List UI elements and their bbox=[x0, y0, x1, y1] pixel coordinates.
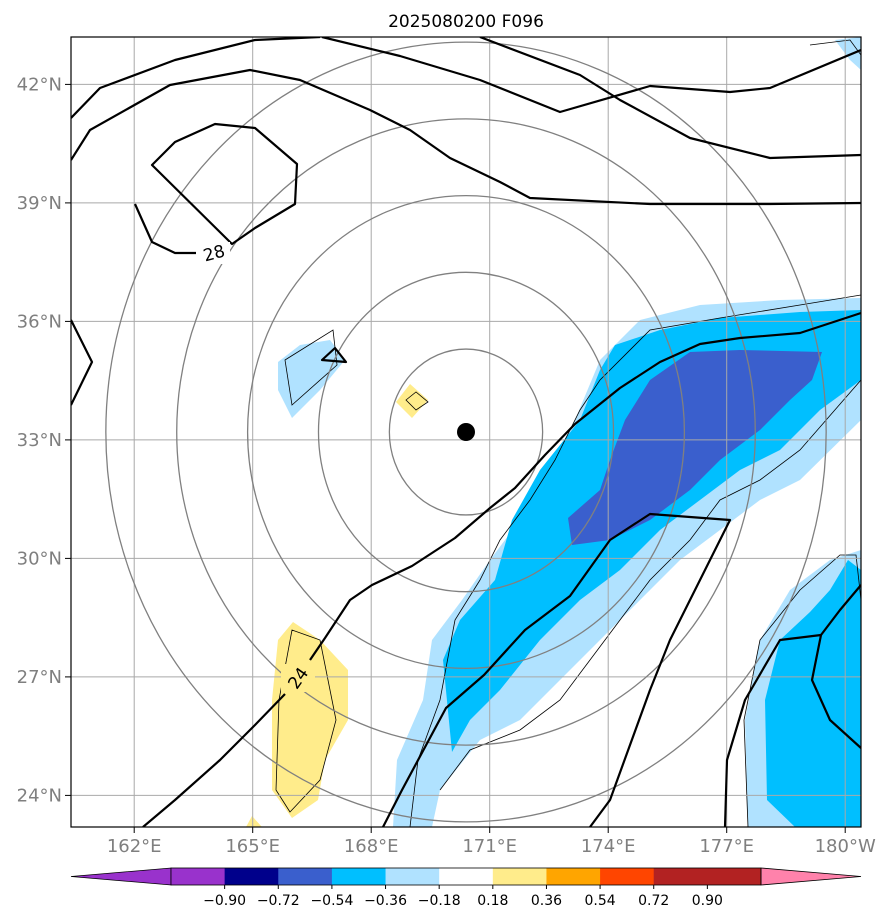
contour-east-3 bbox=[820, 584, 861, 636]
contour-east-1 bbox=[382, 512, 732, 827]
range-ring-2 bbox=[246, 194, 686, 670]
thin-outline-ne bbox=[809, 39, 861, 56]
y-tick-label-6: 42°N bbox=[17, 74, 62, 95]
x-tick-label-2: 168°E bbox=[344, 836, 399, 857]
thin-outline-yellow bbox=[275, 629, 337, 813]
contour-west-edge bbox=[71, 319, 94, 406]
x-axis-ticks: 162°E 165°E 168°E 171°E 174°E 177°E 180°W bbox=[107, 827, 876, 857]
y-tick-label-1: 27°N bbox=[17, 667, 62, 688]
chart-title: 2025080200 F096 bbox=[388, 12, 544, 32]
contour-north-3 bbox=[71, 68, 861, 206]
height-contours bbox=[71, 37, 861, 827]
contour-28-loop bbox=[133, 122, 299, 255]
colorbar-tick-label-3: −0.36 bbox=[364, 893, 407, 909]
colorbar-segment-0 bbox=[171, 868, 226, 885]
colorbar-segment-8 bbox=[600, 868, 655, 885]
colorbar-segment-3 bbox=[331, 868, 387, 885]
colorbar-tick-label-1: −0.72 bbox=[257, 893, 300, 909]
range-ring-4 bbox=[105, 41, 827, 823]
map-frame bbox=[70, 36, 862, 828]
thin-outline-patch bbox=[284, 329, 338, 406]
map-area: 28 24 bbox=[71, 37, 861, 827]
y-tick-label-3: 33°N bbox=[17, 430, 62, 451]
y-tick-label-4: 36°N bbox=[17, 311, 62, 332]
colorbar-frame bbox=[170, 867, 762, 886]
x-tick-label-0: 162°E bbox=[107, 836, 162, 857]
colorbar-segment-10 bbox=[707, 868, 762, 885]
colorbar-segment-7 bbox=[546, 868, 601, 885]
range-ring-3 bbox=[176, 118, 756, 746]
contour-east-2 bbox=[723, 633, 861, 827]
contour-label-24-bg bbox=[281, 664, 315, 692]
x-tick-label-3: 171°E bbox=[462, 836, 517, 857]
contour-north-2 bbox=[321, 37, 861, 114]
colorbar-segment-6 bbox=[492, 868, 547, 885]
contour-north-4 bbox=[479, 37, 861, 160]
se-medium-blue-region bbox=[765, 560, 861, 827]
colorbar-tick-label-7: 0.54 bbox=[585, 893, 616, 909]
x-tick-label-6: 180°W bbox=[815, 836, 876, 857]
y-axis-ticks: 24°N 27°N 30°N 33°N 36°N 39°N 42°N bbox=[17, 74, 71, 806]
colorbar-tick-label-9: 0.90 bbox=[692, 893, 723, 909]
yellow-patch-small-region bbox=[396, 384, 428, 418]
thin-outline-band bbox=[409, 294, 861, 827]
colorbar-tick-label-6: 0.36 bbox=[531, 893, 562, 909]
filled-anomaly-regions bbox=[246, 37, 861, 827]
yellow-patch-bottom-region bbox=[246, 816, 262, 827]
contour-label-28-bg bbox=[196, 242, 230, 264]
x-tick-label-5: 177°E bbox=[699, 836, 754, 857]
contour-north-1 bbox=[71, 37, 321, 119]
colorbar-tick-label-2: −0.54 bbox=[310, 893, 353, 909]
contour-24-main bbox=[142, 311, 861, 827]
colorbar-extend-max bbox=[760, 867, 862, 886]
colorbar bbox=[70, 867, 862, 886]
colorbar-ticks: −0.90 −0.72 −0.54 −0.36 −0.18 0.18 0.36 0.54 0.7… bbox=[203, 885, 723, 909]
colorbar-tick-label-0: −0.90 bbox=[203, 893, 246, 909]
gridlines bbox=[71, 37, 861, 827]
contour-small-triangle bbox=[320, 346, 348, 364]
thin-outline-small bbox=[405, 391, 429, 411]
yellow-patch-south-region bbox=[272, 622, 348, 818]
colorbar-segment-2 bbox=[278, 868, 333, 885]
y-tick-label-2: 30°N bbox=[17, 548, 62, 569]
storm-center-marker bbox=[457, 423, 475, 441]
ne-corner-blue-region bbox=[835, 37, 861, 70]
colorbar-extend-min bbox=[70, 867, 172, 886]
colorbar-tick-label-5: 0.18 bbox=[477, 893, 508, 909]
colorbar-segment-1 bbox=[224, 868, 279, 885]
colorbar-segment-9 bbox=[653, 868, 708, 885]
x-tick-label-1: 165°E bbox=[225, 836, 280, 857]
y-tick-label-5: 39°N bbox=[17, 193, 62, 214]
colorbar-segment-5 bbox=[439, 868, 494, 885]
y-tick-label-0: 24°N bbox=[17, 785, 62, 806]
range-ring-1 bbox=[317, 271, 615, 593]
dark-blue-core-region bbox=[568, 350, 822, 545]
range-rings bbox=[105, 41, 827, 823]
thin-outline-band-east bbox=[439, 379, 861, 791]
thin-outlines bbox=[275, 39, 861, 827]
x-tick-label-4: 174°E bbox=[581, 836, 636, 857]
colorbar-tick-label-4: −0.18 bbox=[418, 893, 461, 909]
thin-outline-se bbox=[743, 554, 861, 827]
colorbar-tick-label-8: 0.72 bbox=[638, 893, 669, 909]
colorbar-segment-4 bbox=[385, 868, 440, 885]
range-ring-0 bbox=[388, 348, 544, 516]
